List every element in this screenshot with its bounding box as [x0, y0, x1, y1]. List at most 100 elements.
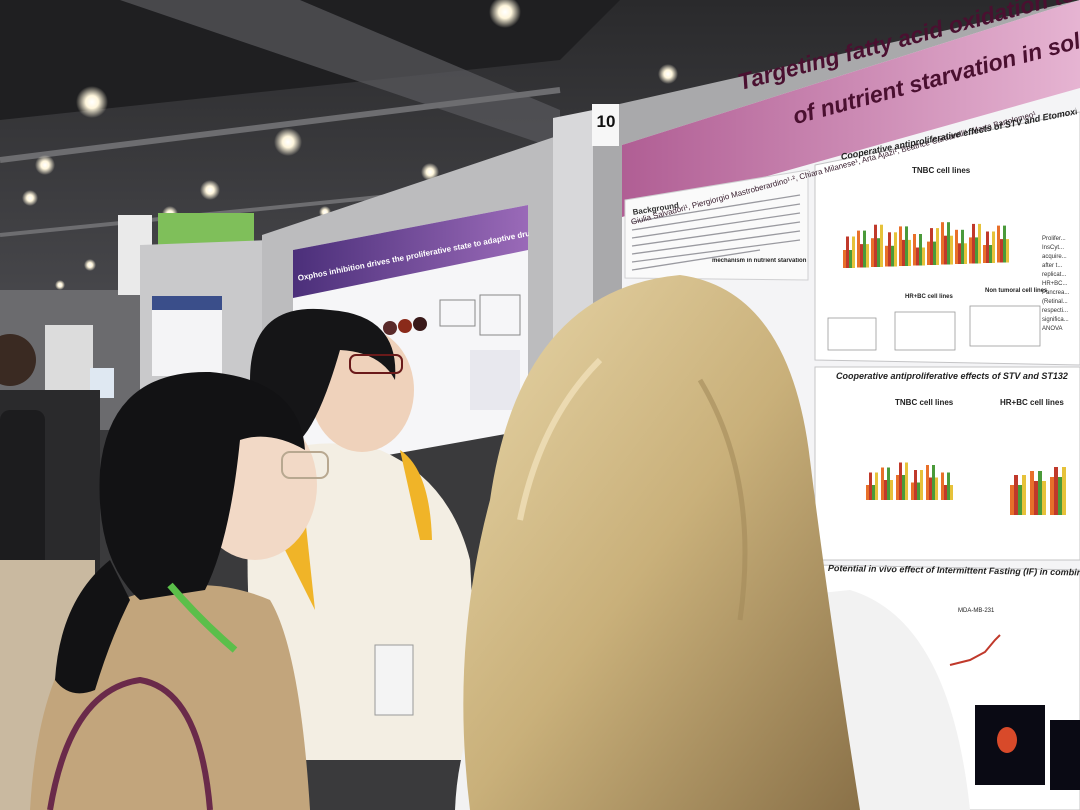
- person-woman-blonde: [455, 275, 970, 810]
- poster-bar: [986, 231, 989, 263]
- section1-chart1-label: TNBC cell lines: [912, 166, 971, 175]
- section3-chart-label: MDA-MB-231: [958, 608, 995, 614]
- poster-bar: [1014, 475, 1018, 515]
- small-charts: [827, 305, 1041, 351]
- poster-bar: [888, 232, 891, 267]
- poster-bar: [950, 235, 953, 265]
- poster-bar: [849, 250, 852, 268]
- poster-bar: [944, 485, 947, 500]
- poster-bar: [905, 462, 908, 500]
- poster-bar: [1006, 239, 1009, 263]
- tumor-signal: [997, 727, 1017, 753]
- poster-bar: [1022, 475, 1026, 515]
- poster-bar: [914, 470, 917, 500]
- poster-bar: [852, 236, 855, 268]
- poster-bar: [947, 222, 950, 265]
- left-poster-figures: [383, 294, 521, 410]
- poster-bar: [922, 247, 925, 266]
- section1-chart3-label: Non tumoral cell lines: [985, 288, 1048, 294]
- poster-bar: [935, 477, 938, 500]
- poster-bar: [1030, 471, 1034, 515]
- poster-bar: [947, 472, 950, 500]
- poster-bar: [920, 470, 923, 500]
- poster-bar: [1054, 467, 1058, 515]
- poster-bar: [863, 230, 866, 268]
- poster-bar: [997, 225, 1000, 263]
- poster-bar: [983, 245, 986, 263]
- poster-bar: [905, 226, 908, 266]
- poster-bar: [941, 222, 944, 265]
- poster-bar: [950, 485, 953, 500]
- left-poster-header: [293, 205, 528, 298]
- poster-bar: [944, 235, 947, 265]
- person-woman-ponytail: [30, 371, 329, 810]
- poster-bar: [913, 234, 916, 266]
- poster-bar: [929, 477, 932, 500]
- poster-bar: [843, 250, 846, 268]
- poster-bar: [1034, 481, 1038, 515]
- poster-bar: [917, 482, 920, 500]
- board-number-plate: [592, 104, 619, 146]
- poster-bar: [1010, 485, 1014, 515]
- poster-bar: [961, 229, 964, 264]
- poster-bar: [902, 475, 905, 500]
- section1-bar-chart: [843, 222, 1009, 268]
- poster-bar: [932, 465, 935, 500]
- poster-bar: [890, 480, 893, 500]
- poster-bar: [846, 236, 849, 268]
- poster-bar: [1042, 481, 1046, 515]
- poster-bar: [919, 234, 922, 266]
- poster-bar: [869, 472, 872, 500]
- poster-bar: [885, 245, 888, 267]
- poster-bar: [964, 243, 967, 264]
- poster-bar: [866, 244, 869, 268]
- section2-title: Cooperative antiproliferative effects of…: [836, 371, 1068, 381]
- in-vivo-growth-curve: [949, 634, 1001, 666]
- board-number: 10: [596, 112, 616, 131]
- poster-bar: [1050, 477, 1054, 515]
- poster-bar: [941, 472, 944, 500]
- poster-bar: [891, 245, 894, 267]
- poster-bar: [1000, 239, 1003, 263]
- section2-bar-chart: [866, 462, 1066, 515]
- poster-bar: [958, 243, 961, 264]
- poster-bar: [1018, 485, 1022, 515]
- poster-bar: [887, 467, 890, 500]
- section1-chart2-label: HR+BC cell lines: [905, 294, 953, 300]
- poster-bar: [989, 245, 992, 263]
- poster-bar: [908, 239, 911, 266]
- section2-box: [814, 366, 1080, 561]
- poster-bar: [972, 223, 975, 264]
- ceiling-lights: [15, 0, 678, 305]
- poster-bar: [871, 238, 874, 267]
- poster-bar: [1062, 467, 1066, 515]
- mouse-imaging-panel-2: [1050, 720, 1080, 790]
- poster-bar: [975, 237, 978, 264]
- poster-bar: [880, 224, 883, 267]
- poster-bar: [933, 241, 936, 265]
- poster-bar: [875, 472, 878, 500]
- poster-bar: [899, 226, 902, 266]
- poster-bar: [872, 485, 875, 500]
- poster-bar: [926, 465, 929, 500]
- poster-bar: [1038, 471, 1042, 515]
- poster-bar: [857, 230, 860, 268]
- poster-bar: [860, 244, 863, 268]
- poster-bar: [884, 480, 887, 500]
- poster-bar: [896, 475, 899, 500]
- poster-bar: [978, 223, 981, 264]
- poster-bar: [927, 241, 930, 265]
- poster-bar: [874, 224, 877, 267]
- poster-bar: [881, 467, 884, 500]
- poster-bar: [899, 462, 902, 500]
- left-text-lines: [631, 194, 801, 271]
- poster-bar: [1058, 477, 1062, 515]
- far-poster-header: [152, 296, 222, 310]
- poster-bar: [911, 482, 914, 500]
- poster-bar: [916, 247, 919, 266]
- poster-bar: [969, 237, 972, 264]
- poster-bar: [866, 485, 869, 500]
- section2-chart1-label: TNBC cell lines: [895, 398, 954, 407]
- mid-section-title: mechanism in nutrient starvation: [712, 258, 807, 264]
